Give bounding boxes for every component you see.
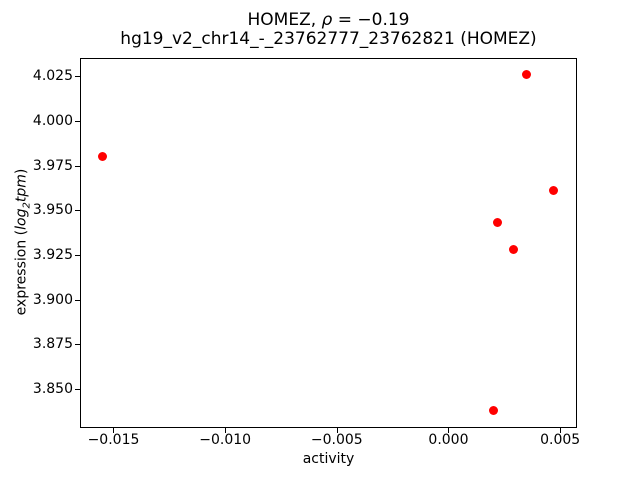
y-axis-tick [75,210,80,212]
chart-title-line1: HOMEZ, ρ = −0.19 [80,11,577,30]
y-axis-tick-label: 3.900 [32,291,73,308]
y-axis-tick [75,299,80,301]
y-axis-tick [75,120,80,122]
y-axis-tick [75,344,80,346]
y-axis-tick-label: 3.925 [32,247,73,263]
y-axis-tick [75,76,80,78]
scatter-point [548,186,558,196]
x-axis-tick-label: −0.010 [199,432,252,448]
scatter-point [97,152,107,162]
y-axis-tick [75,165,80,167]
scatter-point [488,406,498,416]
x-axis-tick-label: 0.000 [428,432,469,448]
title-correlation-value: = −0.19 [332,10,410,30]
y-axis-tick [75,389,80,391]
scatter-point [522,69,532,79]
y-axis-label-tpm: tpm [13,174,30,203]
x-axis-tick-label: −0.005 [310,432,363,448]
x-axis-tick [448,428,450,433]
scatter-point [508,245,518,255]
x-axis-tick [336,428,338,433]
y-axis-tick-label: 3.875 [32,336,73,353]
x-axis-tick [113,428,115,433]
x-axis-tick [225,428,227,433]
rho-symbol: ρ [321,10,333,30]
chart-title-line2: hg19_v2_chr14_-_23762777_23762821 (HOMEZ… [120,28,537,49]
y-axis-tick-label: 4.000 [32,112,73,129]
x-axis-label: activity [302,451,355,467]
title-text-prefix: HOMEZ, [247,10,322,30]
y-axis-tick [75,255,80,256]
y-axis-tick-label: 3.975 [32,157,73,174]
x-axis-tick [560,428,562,433]
x-axis-tick-label: 0.005 [540,432,581,448]
chart-title: HOMEZ, ρ = −0.19 hg19_v2_chr14_-_2376277… [80,11,577,48]
y-axis-tick-label: 3.950 [32,202,73,219]
x-axis-tick-label: −0.015 [87,432,140,448]
plot-area [80,58,577,428]
scatter-point [493,218,503,228]
y-axis-tick-label: 3.850 [32,381,73,398]
y-axis-tick-label: 4.025 [32,68,73,85]
